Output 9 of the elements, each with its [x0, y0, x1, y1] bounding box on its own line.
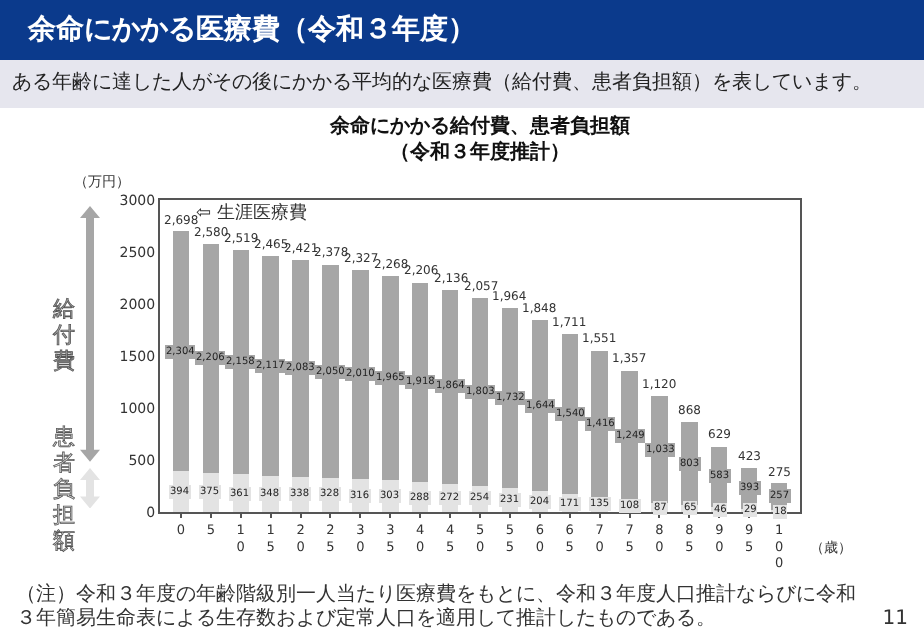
legend-label: 患者負担額	[51, 423, 77, 554]
annotation: ⇦ 生涯医療費	[196, 202, 307, 224]
chart-subtitle: （令和３年度推計）	[390, 142, 570, 164]
chart-title: 余命にかかる給付費、患者負担額	[330, 116, 630, 138]
text: 余命にかかる医療費（令和３年度）	[0, 0, 924, 60]
text: 11	[882, 608, 908, 630]
text: （注）令和３年度の年齢階級別一人当たり医療費をもとに、令和３年度人口推計ならびに令和３年簡易生命表による生存数および定常人口を適用して推計したものである。	[16, 584, 856, 632]
text: ある年齢に達した人がその後にかかる平均的な医療費（給付費、患者負担額）を表しています。	[0, 60, 924, 108]
text: 給付費	[51, 295, 77, 374]
